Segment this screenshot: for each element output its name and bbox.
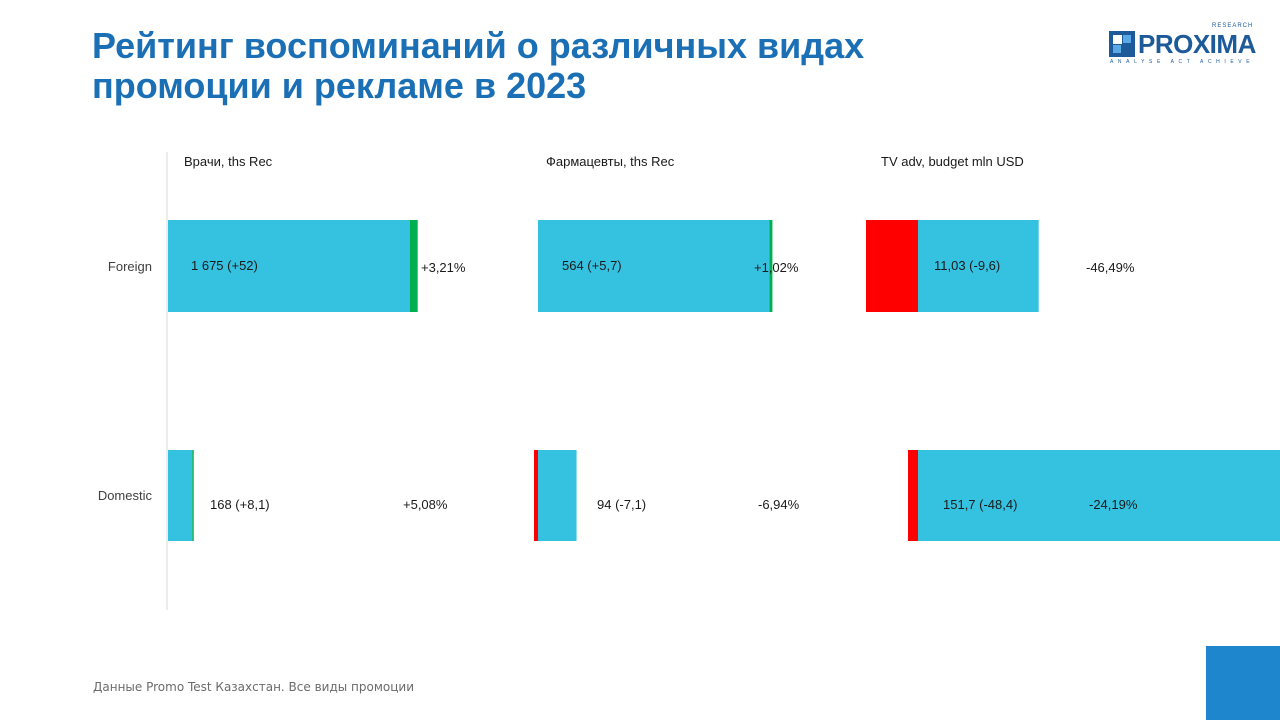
panel-title-1: Врачи, ths Rec <box>184 154 273 169</box>
data-label-panel2-foreign: 564 (+5,7) <box>562 258 622 273</box>
pct-label-panel2-foreign: +1,02% <box>754 260 799 275</box>
bar-panel3-domestic <box>918 450 1280 541</box>
change-segment-panel3-domestic <box>908 450 918 541</box>
logo-research: RESEARCH <box>1212 23 1254 29</box>
logo-tagline: ANALYSE ACT ACHIEVE <box>1110 59 1255 65</box>
change-segment-panel1-foreign <box>409 220 418 312</box>
proxima-logo: PROXIMA RESEARCH ANALYSE ACT ACHIEVE <box>1108 22 1258 70</box>
bar-panel2-domestic <box>538 450 577 541</box>
logo-wordmark: PROXIMA <box>1138 29 1256 59</box>
data-label-panel2-domestic: 94 (-7,1) <box>597 497 646 512</box>
panel-title-3: TV adv, budget mln USD <box>881 154 1024 169</box>
page-title: Рейтинг воспоминаний о различных видах п… <box>92 26 912 106</box>
pct-label-panel3-foreign: -46,49% <box>1086 260 1135 275</box>
pct-label-panel2-domestic: -6,94% <box>758 497 800 512</box>
proxima-logo-mark-icon <box>1109 31 1135 57</box>
change-segment-panel1-domestic <box>192 450 194 541</box>
corner-accent-box <box>1206 646 1280 720</box>
bar-panel1-foreign <box>168 220 410 312</box>
bar-panel1-domestic <box>168 450 193 541</box>
recall-chart: Foreign Domestic Врачи, ths Rec 1 675 (+52)… <box>98 152 1280 610</box>
pct-label-panel1-foreign: +3,21% <box>421 260 466 275</box>
data-label-panel3-foreign: 11,03 (-9,6) <box>934 258 1000 273</box>
page-title-line-1: Рейтинг воспоминаний о различных видах <box>92 25 865 66</box>
change-segment-panel2-foreign <box>769 220 773 312</box>
bar-panel3-foreign <box>918 220 1039 312</box>
data-label-panel1-domestic: 168 (+8,1) <box>210 497 270 512</box>
change-segment-panel3-foreign <box>866 220 918 312</box>
data-label-panel1-foreign: 1 675 (+52) <box>191 258 258 273</box>
pct-label-panel1-domestic: +5,08% <box>403 497 448 512</box>
footnote: Данные Promo Test Казахстан. Все виды пр… <box>93 680 414 694</box>
bar-panel2-foreign <box>538 220 770 312</box>
pct-label-panel3-domestic: -24,19% <box>1089 497 1138 512</box>
category-label-domestic: Domestic <box>98 488 153 503</box>
category-label-foreign: Foreign <box>108 259 152 274</box>
change-segment-panel2-domestic <box>534 450 538 541</box>
panel-title-2: Фармацевты, ths Rec <box>546 154 675 169</box>
data-label-panel3-domestic: 151,7 (-48,4) <box>943 497 1017 512</box>
page-title-line-2: промоции и рекламе в 2023 <box>92 65 587 106</box>
